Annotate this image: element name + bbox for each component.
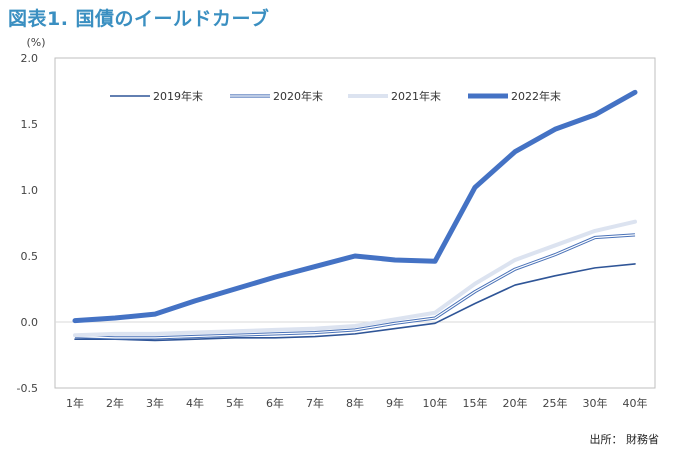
x-tick-label: 30年 (583, 396, 608, 410)
y-axis: 2.0 1.5 1.0 0.5 0.0 -0.5 (17, 52, 38, 395)
series-line-2019年末 (74, 263, 636, 342)
x-tick-label: 25年 (543, 396, 568, 410)
series-line-2022年末 (72, 89, 638, 324)
series-group (72, 89, 638, 342)
x-tick-label: 15年 (463, 396, 488, 410)
y-axis-unit: (%) (26, 36, 45, 49)
x-tick-label: 8年 (346, 396, 364, 410)
x-tick-label: 3年 (146, 396, 164, 410)
x-tick-label: 1年 (66, 396, 84, 410)
y-tick-label: 1.5 (21, 118, 39, 131)
x-tick-label: 20年 (503, 396, 528, 410)
series-line-2021年末 (73, 219, 637, 338)
x-tick-label: 2年 (106, 396, 124, 410)
x-tick-label: 10年 (423, 396, 448, 410)
plot-area (54, 57, 656, 389)
y-tick-label: -0.5 (17, 382, 38, 395)
x-tick-label: 7年 (306, 396, 324, 410)
x-tick-label: 6年 (266, 396, 284, 410)
legend-label: 2021年末 (391, 89, 441, 103)
legend: 2019年末 2020年末 2021年末 2022年末 (110, 89, 561, 103)
y-tick-label: 0.5 (21, 250, 39, 263)
x-tick-label: 5年 (226, 396, 244, 410)
x-tick-label: 4年 (186, 396, 204, 410)
y-tick-label: 0.0 (21, 316, 39, 329)
series-line-2020年末-inner (74, 234, 636, 339)
x-axis: 1年 2年 3年 4年 5年 6年 7年 8年 9年 10年 15年 20年 25年 30年 40年 (66, 396, 648, 410)
y-tick-label: 2.0 (21, 52, 39, 65)
y-tick-label: 1.0 (21, 184, 39, 197)
legend-label: 2022年末 (511, 89, 561, 103)
x-tick-label: 40年 (623, 396, 648, 410)
legend-label: 2019年末 (153, 89, 203, 103)
source-note: 出所： 財務省 (589, 433, 660, 446)
legend-label: 2020年末 (273, 89, 323, 103)
x-tick-label: 9年 (386, 396, 404, 410)
chart-title: 図表1. 国債のイールドカーブ (8, 8, 270, 30)
